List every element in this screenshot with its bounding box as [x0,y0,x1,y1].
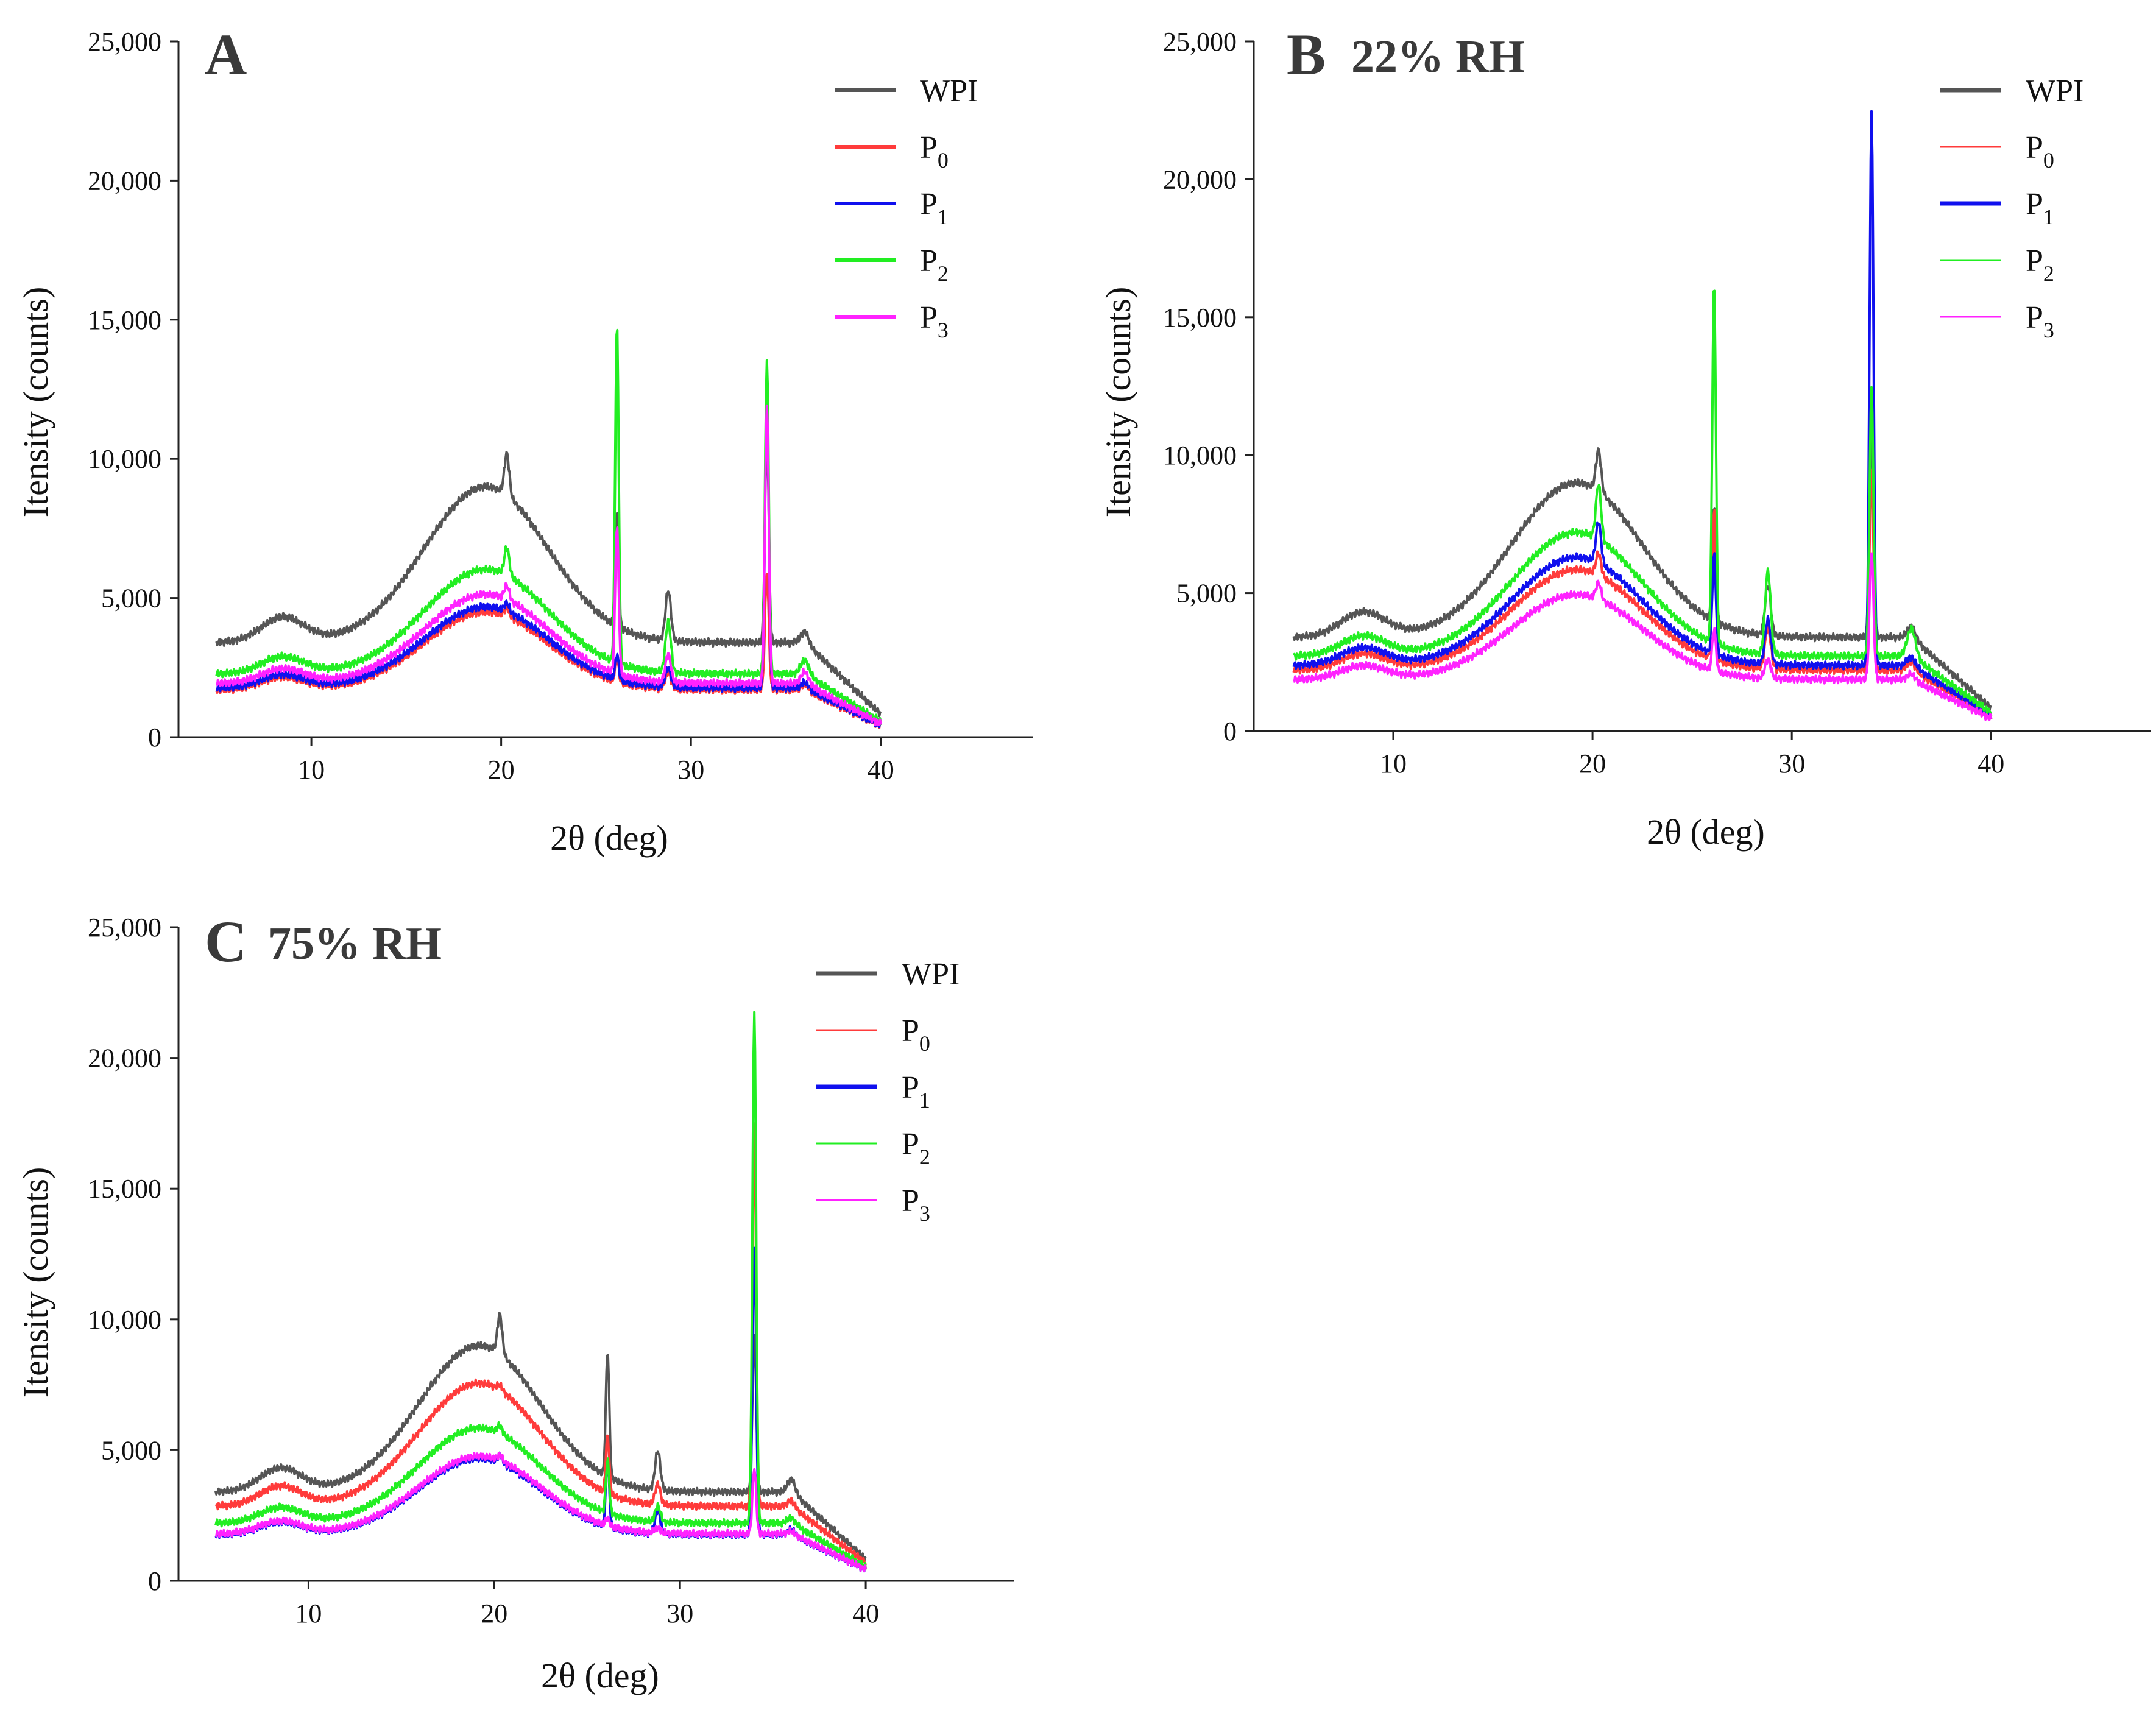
panel-b-x-axis-title: 2θ (deg) [1647,812,1765,852]
panel-a-axes: 0 5,000 10,000 15,000 20,000 25,000 10 20 30 40 [88,27,1033,785]
panel-a-x-tick-label: 10 [298,755,325,785]
panel-b-title: 22% RH [1351,31,1525,82]
panel-c-x-tick-label: 40 [852,1599,879,1628]
panel-a-legend-label-wpi: WPI [920,74,978,108]
panel-b-series-p2 [1293,289,1993,716]
panel-b: B 22% RH 2θ (deg) Itensity (counts) 0 5,0… [1098,22,2151,852]
panel-a: A 2θ (deg) Itensity (counts) 0 5,000 10,00… [16,22,1033,858]
panel-c-y-tick-label: 15,000 [88,1174,161,1204]
panel-b-series-p3 [1293,552,1993,721]
panel-c-axes: 0 5,000 10,000 15,000 20,000 25,000 10 20 30 40 [88,913,1014,1628]
panel-b-x-tick-label: 20 [1579,749,1606,779]
panel-b-x-tick-label: 30 [1778,749,1805,779]
panel-c-y-tick-label: 20,000 [88,1044,161,1073]
panel-a-y-tick-label: 25,000 [88,27,161,57]
panel-b-y-tick-label: 10,000 [1163,440,1237,470]
panel-c-x-tick-label: 10 [295,1599,322,1628]
panel-b-series [1292,110,1993,721]
panel-c-series-p2 [214,1011,868,1570]
panel-a-x-tick-label: 30 [677,755,704,785]
panel-a-y-tick-label: 15,000 [88,305,161,335]
panel-b-x-tick-label: 40 [1978,749,2004,779]
panel-a-series [215,328,882,729]
panel-b-legend-label-wpi: WPI [2026,74,2084,108]
panel-c: C 75% RH 2θ (deg) Itensity (counts) 0 5,0… [16,909,1014,1695]
panel-c-x-axis-title: 2θ (deg) [541,1656,659,1695]
panel-c-series-p3 [214,1452,868,1572]
panel-b-y-tick-label: 25,000 [1163,27,1237,57]
panel-c-y-axis-title: Itensity (counts) [16,1167,55,1398]
panel-c-legend-label-wpi: WPI [902,957,960,992]
panel-a-series-p3 [215,404,882,726]
panel-a-y-tick-label: 5,000 [101,584,161,613]
panel-b-y-tick-label: 20,000 [1163,164,1237,194]
panel-a-x-tick-label: 20 [488,755,515,785]
panel-a-y-tick-label: 10,000 [88,444,161,474]
panel-c-y-tick-label: 0 [148,1566,161,1596]
panel-c-x-tick-label: 20 [481,1599,507,1628]
panel-b-y-tick-label: 0 [1223,716,1237,746]
panel-b-x-tick-label: 10 [1380,749,1407,779]
panel-a-y-axis-title: Itensity (counts) [16,287,55,518]
panel-b-axes: 0 5,000 10,000 15,000 20,000 25,000 10 20 30 40 [1163,27,2151,779]
panel-c-letter: C [205,909,247,974]
panel-a-y-tick-label: 0 [148,723,161,752]
panel-c-title: 75% RH [268,918,442,969]
panel-c-series [214,1011,868,1573]
panel-a-x-axis-title: 2θ (deg) [550,818,668,858]
panel-a-y-tick-label: 20,000 [88,166,161,196]
panel-b-y-tick-label: 15,000 [1163,303,1237,333]
panel-b-y-axis-title: Itensity (counts) [1098,287,1138,518]
panel-c-y-tick-label: 25,000 [88,913,161,942]
panel-a-letter: A [205,22,247,87]
panel-b-y-tick-label: 5,000 [1176,579,1237,609]
panel-a-x-tick-label: 40 [868,755,894,785]
panel-c-y-tick-label: 5,000 [101,1435,161,1465]
panel-c-x-tick-label: 30 [666,1599,693,1628]
panel-c-y-tick-label: 10,000 [88,1305,161,1335]
panel-b-letter: B [1287,22,1326,87]
